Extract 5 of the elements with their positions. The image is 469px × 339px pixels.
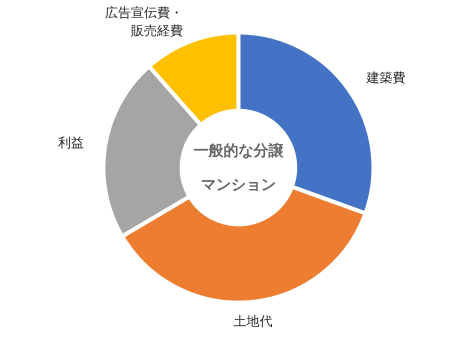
slice-label: 建築費	[366, 70, 406, 86]
slice-label: 利益	[58, 136, 84, 151]
text: 一般的な分譲マンション	[193, 141, 284, 194]
slice-label: 広告宣伝費・販売経費	[105, 4, 184, 39]
slice-label: 土地代	[234, 314, 273, 330]
